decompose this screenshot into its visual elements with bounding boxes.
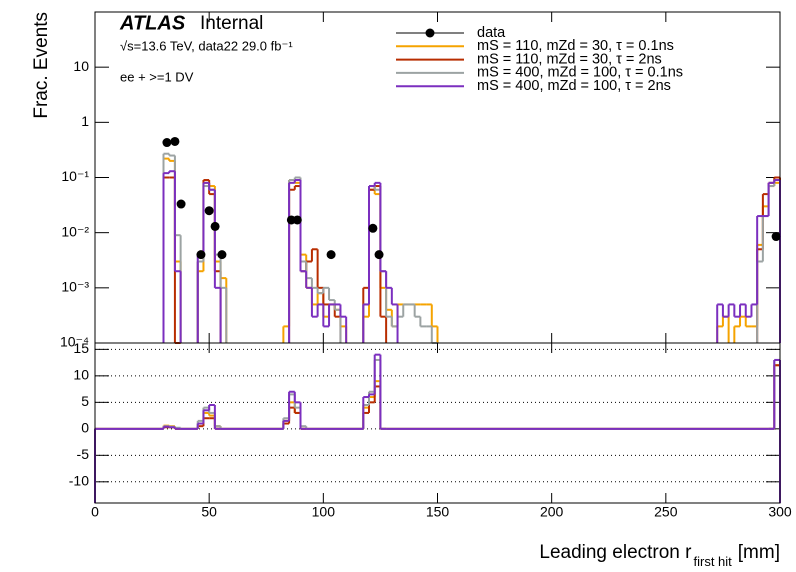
y-tick-label: 10 [73, 58, 89, 74]
status-label: Internal [200, 13, 263, 34]
data-point [170, 136, 180, 146]
x-label-main: Leading electron r [539, 542, 692, 563]
data-point [196, 250, 206, 260]
x-tick-label: 250 [654, 504, 678, 520]
y-tick-label: 10 [73, 367, 89, 383]
y-tick-label: 10⁻² [61, 223, 89, 239]
y-tick-label: 1 [81, 113, 89, 129]
x-label-unit: [mm] [738, 542, 780, 563]
data-point [374, 250, 384, 260]
y-tick-label: 0 [81, 420, 89, 436]
data-point [176, 199, 186, 209]
data-point [162, 138, 172, 148]
x-tick-label: 100 [312, 504, 336, 520]
legend-label: data [477, 25, 506, 41]
experiment-label: ATLAS [119, 12, 186, 34]
plot-frame [94, 342, 781, 504]
x-label-subscript: first hit [693, 554, 732, 569]
data-point [292, 215, 302, 225]
y-tick-label: 10⁻¹ [61, 168, 89, 184]
legend-label: mS = 400, mZd = 100, τ = 2ns [477, 78, 671, 94]
x-tick-label: 0 [91, 504, 99, 520]
y-axis-label: Frac. Events [31, 12, 52, 119]
y-tick-label: 10⁻⁴ [60, 334, 89, 350]
y-tick-label: 15 [73, 340, 89, 356]
selection-label: ee + >=1 DV [120, 69, 194, 84]
x-tick-label: 300 [768, 504, 792, 520]
y-tick-label: 5 [81, 393, 89, 409]
lumi-label: √s=13.6 TeV, data22 29.0 fb⁻¹ [120, 38, 293, 53]
legend-label: mS = 400, mZd = 100, τ = 0.1ns [477, 65, 683, 81]
data-point [204, 206, 214, 216]
y-tick-label: 10⁻³ [61, 279, 89, 295]
y-tick-label: -5 [77, 446, 90, 462]
legend-marker [425, 28, 435, 38]
y-tick-label: -10 [69, 473, 89, 489]
data-point [210, 221, 220, 231]
data-point [368, 223, 378, 233]
x-tick-label: 150 [426, 504, 450, 520]
legend-label: mS = 110, mZd = 30, τ = 2ns [477, 51, 662, 67]
x-axis-label: Leading electron r first hit [mm] [539, 542, 780, 569]
x-tick-label: 50 [201, 504, 217, 520]
x-tick-label: 200 [540, 504, 564, 520]
legend-label: mS = 110, mZd = 30, τ = 0.1ns [477, 38, 674, 54]
data-point [326, 250, 336, 260]
data-point [771, 232, 781, 242]
data-point [217, 250, 227, 260]
